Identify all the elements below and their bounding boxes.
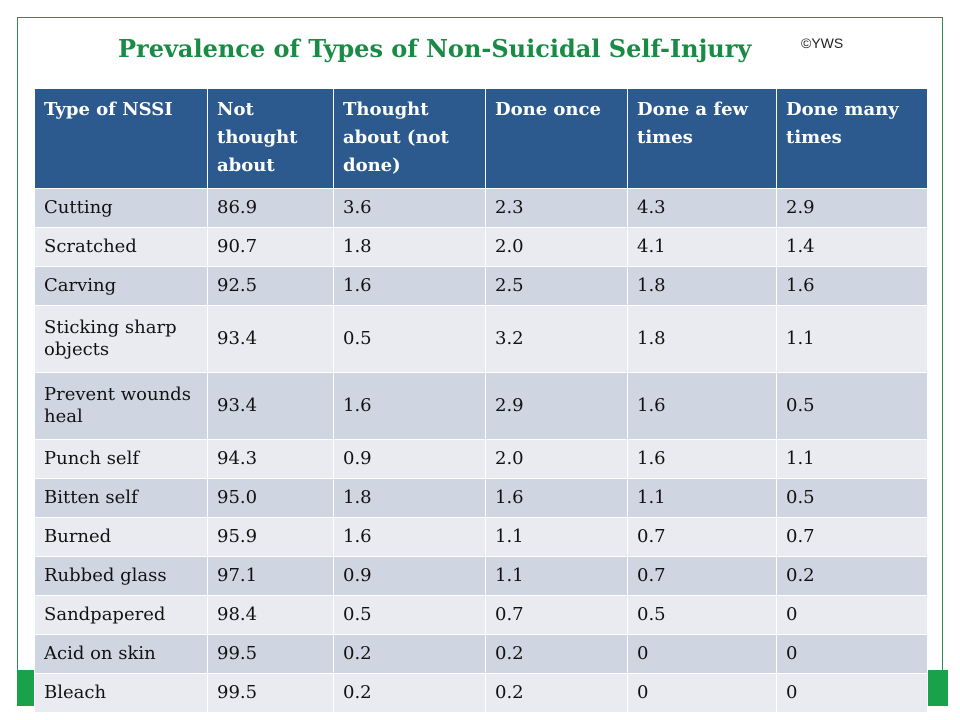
table-cell: 1.8 (333, 227, 486, 267)
table-cell: 97.1 (207, 556, 334, 596)
table-cell: 99.5 (207, 634, 334, 674)
table-cell: 1.1 (485, 517, 628, 557)
table-row: Punch self 94.3 0.9 2.0 1.6 1.1 (34, 439, 928, 479)
table-row: Cutting 86.9 3.6 2.3 4.3 2.9 (34, 188, 928, 228)
table-cell: 0.2 (485, 634, 628, 674)
table-cell: 0.5 (776, 478, 928, 518)
table-cell: 0.7 (627, 517, 777, 557)
table-cell: 1.6 (776, 266, 928, 306)
table-cell: Burned (34, 517, 208, 557)
left-accent-bar (17, 670, 37, 706)
table-cell: Sticking sharp objects (34, 305, 208, 373)
table-cell: 1.1 (627, 478, 777, 518)
table-cell: 1.6 (333, 372, 486, 440)
table-row: Sticking sharp objects 93.4 0.5 3.2 1.8 … (34, 305, 928, 373)
table-row: Bleach 99.5 0.2 0.2 0 0 (34, 673, 928, 713)
slide-title: Prevalence of Types of Non-Suicidal Self… (118, 34, 752, 63)
table-cell: 2.9 (776, 188, 928, 228)
table-cell: Rubbed glass (34, 556, 208, 596)
table-cell: 3.2 (485, 305, 628, 373)
table-cell: 0 (776, 634, 928, 674)
table-cell: 0 (627, 634, 777, 674)
table-cell: 0.7 (776, 517, 928, 557)
table-cell: 1.1 (485, 556, 628, 596)
column-header: Not thought about (207, 88, 334, 189)
table-cell: 0 (627, 673, 777, 713)
table-cell: 1.8 (627, 266, 777, 306)
table-cell: 1.6 (333, 266, 486, 306)
column-header: Type of NSSI (34, 88, 208, 189)
table-cell: Cutting (34, 188, 208, 228)
table-row: Burned 95.9 1.6 1.1 0.7 0.7 (34, 517, 928, 557)
table-cell: 86.9 (207, 188, 334, 228)
table-cell: 1.8 (627, 305, 777, 373)
table-cell: 0.5 (627, 595, 777, 635)
table-row: Acid on skin 99.5 0.2 0.2 0 0 (34, 634, 928, 674)
table-cell: 0 (776, 595, 928, 635)
table-row: Scratched 90.7 1.8 2.0 4.1 1.4 (34, 227, 928, 267)
table-cell: 1.6 (627, 439, 777, 479)
table-cell: 1.6 (333, 517, 486, 557)
table-cell: 0.2 (485, 673, 628, 713)
table-cell: 92.5 (207, 266, 334, 306)
table-cell: 4.1 (627, 227, 777, 267)
table-cell: 0.2 (776, 556, 928, 596)
table-cell: Prevent wounds heal (34, 372, 208, 440)
table-cell: 1.1 (776, 439, 928, 479)
table-cell: 93.4 (207, 372, 334, 440)
table-cell: 0.7 (627, 556, 777, 596)
column-header: Thought about (not done) (333, 88, 486, 189)
table-cell: 4.3 (627, 188, 777, 228)
table-cell: 1.1 (776, 305, 928, 373)
table-row: Rubbed glass 97.1 0.9 1.1 0.7 0.2 (34, 556, 928, 596)
table-cell: 94.3 (207, 439, 334, 479)
table-cell: Sandpapered (34, 595, 208, 635)
table-cell: 2.5 (485, 266, 628, 306)
table-cell: 0.5 (776, 372, 928, 440)
table-cell: Punch self (34, 439, 208, 479)
column-header: Done once (485, 88, 628, 189)
table-cell: 95.9 (207, 517, 334, 557)
table-cell: 2.0 (485, 439, 628, 479)
table-cell: 90.7 (207, 227, 334, 267)
copyright-note: ©YWS (801, 35, 844, 51)
table-cell: 0.9 (333, 556, 486, 596)
table-cell: 95.0 (207, 478, 334, 518)
table-row: Carving 92.5 1.6 2.5 1.8 1.6 (34, 266, 928, 306)
table-cell: 2.0 (485, 227, 628, 267)
table-cell: 2.3 (485, 188, 628, 228)
table-cell: 0.7 (485, 595, 628, 635)
table-cell: 1.6 (485, 478, 628, 518)
table-cell: 0.2 (333, 673, 486, 713)
table-cell: 3.6 (333, 188, 486, 228)
table-cell: 93.4 (207, 305, 334, 373)
table-cell: 0 (776, 673, 928, 713)
table-cell: 0.2 (333, 634, 486, 674)
table-cell: 1.4 (776, 227, 928, 267)
column-header: Done many times (776, 88, 928, 189)
table-cell: 1.8 (333, 478, 486, 518)
table-header-row: Type of NSSI Not thought about Thought a… (34, 88, 928, 189)
table-cell: Bitten self (34, 478, 208, 518)
table-cell: Bleach (34, 673, 208, 713)
table-cell: Carving (34, 266, 208, 306)
nssi-prevalence-table: Type of NSSI Not thought about Thought a… (34, 88, 928, 713)
table-row: Bitten self 95.0 1.8 1.6 1.1 0.5 (34, 478, 928, 518)
table-cell: 2.9 (485, 372, 628, 440)
table-row: Sandpapered 98.4 0.5 0.7 0.5 0 (34, 595, 928, 635)
table-cell: 0.5 (333, 305, 486, 373)
right-accent-bar (928, 670, 948, 706)
table-cell: Acid on skin (34, 634, 208, 674)
table-row: Prevent wounds heal 93.4 1.6 2.9 1.6 0.5 (34, 372, 928, 440)
table-cell: Scratched (34, 227, 208, 267)
table-cell: 1.6 (627, 372, 777, 440)
table-cell: 0.9 (333, 439, 486, 479)
table-cell: 0.5 (333, 595, 486, 635)
table-cell: 99.5 (207, 673, 334, 713)
column-header: Done a few times (627, 88, 777, 189)
table-cell: 98.4 (207, 595, 334, 635)
